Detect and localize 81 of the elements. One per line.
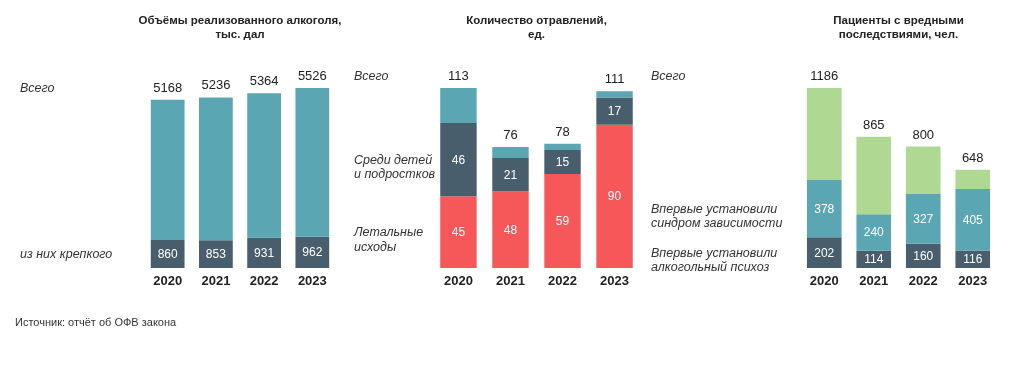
x-tick-label: 2020 bbox=[153, 272, 183, 288]
bar bbox=[492, 158, 529, 192]
bar bbox=[492, 191, 529, 268]
bar bbox=[199, 97, 233, 241]
bar bbox=[544, 174, 581, 268]
bar bbox=[806, 237, 842, 268]
total-label: 111 bbox=[604, 71, 625, 87]
text: Источник: отчёт об ОФВ закона bbox=[15, 316, 177, 328]
data-label: 405 bbox=[962, 212, 984, 227]
total-label: 5364 bbox=[249, 73, 279, 89]
text: Впервые установили алкогольный психоз bbox=[651, 245, 778, 275]
data-label: 116 bbox=[963, 252, 983, 267]
data-label: 160 bbox=[913, 248, 934, 263]
total-label: 5236 bbox=[201, 77, 231, 93]
data-label: 48 bbox=[503, 222, 518, 237]
chart-title: Объёмы реализованного алкоголя, тыс. дал bbox=[138, 14, 342, 40]
x-tick-label: 2021 bbox=[201, 272, 231, 288]
bar bbox=[806, 179, 842, 238]
bar bbox=[544, 150, 581, 175]
chart-title: Количество отравлений, ед. bbox=[466, 14, 607, 40]
bar bbox=[150, 99, 185, 240]
data-label: 90 bbox=[607, 189, 622, 204]
total-label: 5168 bbox=[153, 79, 183, 95]
data-label: 45 bbox=[451, 225, 466, 240]
x-tick-label: 2022 bbox=[249, 272, 279, 288]
bar bbox=[492, 146, 529, 159]
x-tick-label: 2023 bbox=[297, 272, 327, 288]
bar bbox=[440, 88, 477, 124]
data-label: 114 bbox=[864, 252, 884, 267]
x-tick-label: 2023 bbox=[600, 272, 630, 288]
data-label: 962 bbox=[302, 245, 323, 260]
total-label: 113 bbox=[448, 68, 469, 83]
bar bbox=[596, 97, 633, 125]
bar bbox=[955, 188, 991, 251]
text: Всего bbox=[651, 69, 686, 83]
text: из них крепкого bbox=[20, 246, 113, 261]
bar bbox=[440, 123, 477, 197]
data-label: 240 bbox=[863, 225, 885, 240]
x-tick-label: 2021 bbox=[859, 272, 889, 288]
bar bbox=[295, 88, 330, 237]
bar bbox=[596, 124, 633, 268]
bar bbox=[806, 88, 842, 180]
data-label: 378 bbox=[814, 201, 835, 216]
data-label: 59 bbox=[555, 214, 570, 229]
series-label: Впервые установили синдром зависимости bbox=[651, 201, 783, 231]
data-label: 21 bbox=[503, 167, 518, 182]
text: Всего bbox=[354, 69, 389, 83]
data-label: 15 bbox=[555, 155, 570, 170]
total-label: 1186 bbox=[810, 68, 839, 83]
data-label: 327 bbox=[913, 211, 934, 226]
data-label: 17 bbox=[607, 104, 622, 119]
data-label: 202 bbox=[814, 245, 835, 260]
total-label: 5526 bbox=[297, 68, 327, 83]
bar bbox=[440, 196, 477, 268]
total-label: 800 bbox=[912, 126, 935, 142]
data-label: 931 bbox=[254, 245, 275, 260]
series-label: Среди детей и подростков bbox=[354, 152, 436, 182]
x-tick-label: 2023 bbox=[958, 272, 988, 288]
bar bbox=[955, 169, 991, 189]
total-label: 648 bbox=[961, 149, 984, 165]
bar bbox=[544, 143, 581, 151]
data-label: 860 bbox=[157, 246, 178, 261]
total-label: 78 bbox=[555, 123, 570, 139]
bar bbox=[905, 194, 941, 244]
total-label: 865 bbox=[862, 116, 885, 132]
x-tick-label: 2022 bbox=[548, 272, 577, 288]
data-label: 853 bbox=[205, 247, 227, 262]
bar bbox=[856, 136, 892, 215]
x-tick-label: 2022 bbox=[908, 272, 938, 288]
x-tick-label: 2021 bbox=[496, 272, 525, 288]
bar bbox=[596, 91, 633, 98]
text: Всего bbox=[20, 80, 55, 95]
total-label: 76 bbox=[503, 126, 518, 142]
bar bbox=[247, 93, 281, 238]
x-tick-label: 2020 bbox=[809, 272, 839, 288]
bar bbox=[856, 214, 892, 251]
data-label: 46 bbox=[451, 152, 466, 167]
series-label: Летальные исходы bbox=[353, 225, 424, 254]
chart-title: Пациенты с вредными последствиями, чел. bbox=[833, 14, 964, 40]
x-tick-label: 2020 bbox=[443, 272, 473, 288]
bar bbox=[905, 146, 941, 195]
